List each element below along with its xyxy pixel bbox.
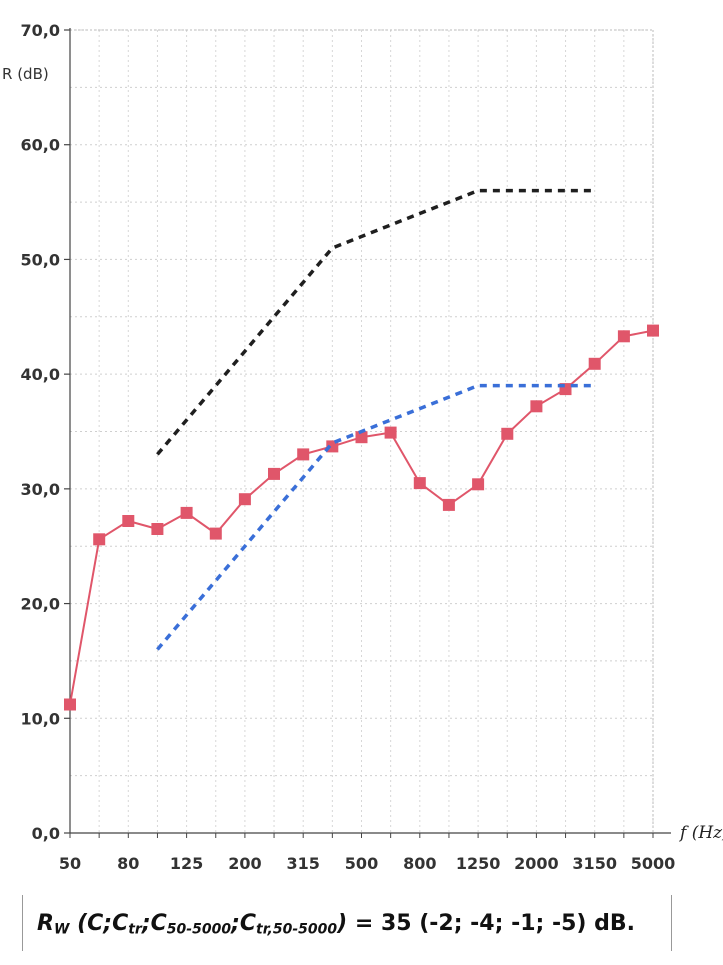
formula-sub-tr-50-5000: tr,50-5000 bbox=[256, 921, 338, 938]
x-tick-label: 50 bbox=[59, 854, 81, 873]
data-point-marker bbox=[238, 493, 251, 506]
data-point-marker bbox=[355, 431, 368, 444]
data-point-marker bbox=[647, 324, 659, 337]
data-point-marker bbox=[122, 515, 135, 527]
y-tick-label: 10,0 bbox=[21, 709, 60, 728]
y-axis-label: R (dB) bbox=[2, 65, 49, 83]
data-point-marker bbox=[93, 533, 106, 546]
x-tick-label: 5000 bbox=[631, 854, 676, 873]
x-tick-label: 1250 bbox=[456, 854, 501, 873]
x-tick-label: 315 bbox=[286, 854, 319, 873]
data-point-marker bbox=[64, 698, 76, 711]
y-tick-label: 60,0 bbox=[21, 136, 60, 155]
data-point-marker bbox=[180, 506, 193, 519]
data-point-marker bbox=[472, 478, 485, 491]
x-tick-label: 500 bbox=[345, 854, 378, 873]
series-line-dashed-2 bbox=[156, 383, 595, 651]
x-tick-label: 2000 bbox=[514, 854, 559, 873]
formula-args: (C;C bbox=[77, 910, 129, 936]
data-point-marker bbox=[297, 448, 310, 461]
formula-value: = 35 (-2; -4; -1; -5) dB. bbox=[347, 910, 635, 936]
x-tick-label: 800 bbox=[403, 854, 436, 873]
data-point-marker bbox=[501, 427, 514, 440]
formula-sub-50-5000: 50-5000 bbox=[166, 921, 232, 938]
series-line-dashed-1 bbox=[156, 188, 595, 456]
data-point-marker bbox=[209, 527, 222, 540]
y-tick-label: 20,0 bbox=[21, 595, 60, 614]
formula-close: ) bbox=[337, 910, 348, 936]
formula-sub-w: W bbox=[53, 921, 70, 938]
formula-sep1: ;C bbox=[141, 910, 167, 936]
x-tick-label: 200 bbox=[228, 854, 261, 873]
x-tick-label: 3150 bbox=[572, 854, 617, 873]
data-point-marker bbox=[384, 426, 397, 439]
x-axis-label: f (Hz) bbox=[678, 823, 723, 843]
x-tick-label: 125 bbox=[170, 854, 203, 873]
data-point-marker bbox=[588, 357, 601, 370]
y-tick-label: 0,0 bbox=[32, 824, 60, 843]
formula-sub-tr: tr bbox=[128, 921, 142, 938]
y-tick-label: 50,0 bbox=[21, 250, 60, 269]
labels: 0,0 10,0 20,0 30,0 40,0 50,0 60,0 70,0 50 80 125 20… bbox=[2, 21, 723, 873]
data-point-marker bbox=[151, 523, 164, 535]
data-point-marker bbox=[530, 400, 543, 413]
y-tick-label: 40,0 bbox=[21, 365, 60, 384]
formula-sep2: ;C bbox=[231, 910, 257, 936]
series-layer bbox=[64, 188, 659, 711]
data-point-marker bbox=[413, 477, 426, 490]
formula-symbol: R bbox=[37, 910, 54, 936]
data-point-marker bbox=[442, 498, 455, 511]
data-point-marker bbox=[268, 467, 280, 480]
y-tick-label: 70,0 bbox=[21, 21, 60, 40]
x-tick-label: 80 bbox=[117, 854, 139, 873]
data-point-marker bbox=[617, 330, 630, 343]
y-tick-label: 30,0 bbox=[21, 480, 60, 499]
